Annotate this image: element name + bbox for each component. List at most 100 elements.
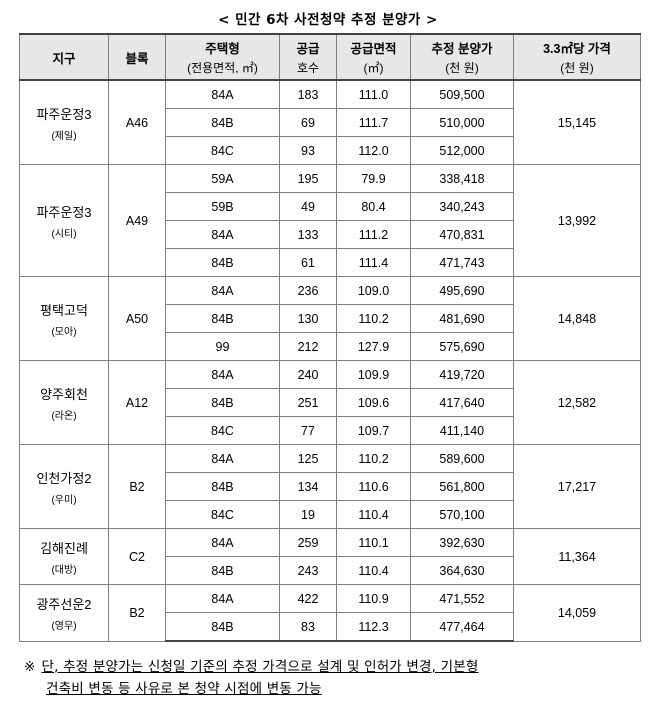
cell-supply-area: 111.4 xyxy=(336,248,411,277)
cell-price-per-pyeong: 15,145 xyxy=(513,79,641,165)
cell-est-price: 340,243 xyxy=(410,192,514,221)
table-row: 84C 93 112.0 512,000 xyxy=(20,136,641,165)
table-row: 양주회천 (라온) A12 84A 240 109.9 419,720 12,582 xyxy=(19,360,641,445)
cell-supply-area: 110.4 xyxy=(336,556,411,585)
cell-block: A49 xyxy=(108,164,166,277)
cell-est-price: 338,418 xyxy=(410,164,514,193)
cell-housing-type: 99 xyxy=(165,332,280,361)
cell-est-price: 509,500 xyxy=(410,79,514,109)
cell-block: B2 xyxy=(108,444,166,529)
cell-est-price: 512,000 xyxy=(410,136,514,165)
cell-housing-type: 84C xyxy=(165,500,280,529)
cell-housing-type: 84B xyxy=(165,108,280,137)
district-brand: (라온) xyxy=(51,410,77,422)
cell-supply-area: 109.7 xyxy=(336,416,411,445)
cell-supply-units: 69 xyxy=(279,108,337,137)
page-title: < 민간 6차 사전청약 추정 분양가 > xyxy=(218,12,438,28)
table-row: 파주운정3 (시티) A49 59A 195 79.9 338,418 13,992 xyxy=(19,164,641,277)
cell-est-price: 575,690 xyxy=(410,332,514,361)
cell-supply-units: 93 xyxy=(279,136,337,165)
district-brand: (제일) xyxy=(51,130,77,142)
cell-est-price: 417,640 xyxy=(410,388,514,417)
cell-housing-type: 84A xyxy=(165,360,280,389)
table-row: 파주운정3 (제일) A46 84A 183 111.0 509,500 15,145 xyxy=(19,79,641,165)
cell-price-per-pyeong: 14,848 xyxy=(513,276,641,361)
district-name: 인천가정2 xyxy=(36,470,92,486)
cell-supply-area: 110.2 xyxy=(336,304,411,333)
cell-supply-area: 127.9 xyxy=(336,332,411,361)
cell-est-price: 561,800 xyxy=(410,472,514,501)
cell-price-per-pyeong: 11,364 xyxy=(513,528,641,585)
cell-housing-type: 84A xyxy=(165,584,280,613)
cell-supply-units: 130 xyxy=(279,304,337,333)
cell-est-price: 411,140 xyxy=(410,416,514,445)
header-district: 지구 xyxy=(19,33,109,81)
cell-block: A46 xyxy=(108,79,166,165)
table-header: 지구 블록 주택형 (전용면적, ㎡) 공급 호수 공급면적 (㎡) 추정 분양가 (천… xyxy=(19,33,641,81)
district-name: 평택고덕 xyxy=(40,302,88,318)
cell-housing-type: 84A xyxy=(165,444,280,473)
cell-housing-type: 84B xyxy=(165,556,280,585)
cell-supply-units: 422 xyxy=(279,584,337,613)
district-brand: (대방) xyxy=(51,564,77,576)
table-row: 84B 69 111.7 510,000 xyxy=(20,108,641,137)
district-brand: (우미) xyxy=(51,494,77,506)
cell-supply-area: 110.6 xyxy=(336,472,411,501)
header-est-price: 추정 분양가 (천 원) xyxy=(410,33,514,81)
cell-est-price: 589,600 xyxy=(410,444,514,473)
cell-est-price: 392,630 xyxy=(410,528,514,557)
cell-housing-type: 84B xyxy=(165,248,280,277)
cell-supply-units: 240 xyxy=(279,360,337,389)
cell-price-per-pyeong: 12,582 xyxy=(513,360,641,445)
footnote: ※ 단, 추정 분양가는 신청일 기준의 추정 가격으로 설계 및 인허가 변경,… xyxy=(24,656,636,700)
cell-district: 평택고덕 (모아) xyxy=(19,276,109,361)
table-row: 84B 251 109.6 417,640 xyxy=(20,388,641,417)
cell-supply-units: 236 xyxy=(279,276,337,305)
cell-supply-units: 83 xyxy=(279,612,337,642)
table-row: 광주선운2 (영무) B2 84A 422 110.9 471,552 14,059 xyxy=(19,584,641,642)
cell-housing-type: 84A xyxy=(165,220,280,249)
cell-district: 파주운정3 (제일) xyxy=(19,79,109,165)
cell-est-price: 495,690 xyxy=(410,276,514,305)
cell-est-price: 471,552 xyxy=(410,584,514,613)
cell-est-price: 419,720 xyxy=(410,360,514,389)
cell-supply-units: 212 xyxy=(279,332,337,361)
cell-supply-area: 109.6 xyxy=(336,388,411,417)
cell-supply-area: 112.0 xyxy=(336,136,411,165)
cell-supply-area: 110.9 xyxy=(336,584,411,613)
cell-district: 김해진례 (대방) xyxy=(19,528,109,585)
cell-est-price: 364,630 xyxy=(410,556,514,585)
district-name: 파주운정3 xyxy=(36,106,92,122)
cell-est-price: 570,100 xyxy=(410,500,514,529)
header-block: 블록 xyxy=(108,33,166,81)
cell-price-per-pyeong: 13,992 xyxy=(513,164,641,277)
cell-est-price: 481,690 xyxy=(410,304,514,333)
district-name: 김해진례 xyxy=(40,540,88,556)
cell-price-per-pyeong: 17,217 xyxy=(513,444,641,529)
district-brand: (모아) xyxy=(51,326,77,338)
header-price-per-pyeong: 3.3㎡당 가격 (천 원) xyxy=(513,33,641,81)
price-table: 지구 블록 주택형 (전용면적, ㎡) 공급 호수 공급면적 (㎡) 추정 분양가 (천… xyxy=(19,33,641,642)
cell-supply-area: 109.0 xyxy=(336,276,411,305)
cell-supply-units: 243 xyxy=(279,556,337,585)
cell-housing-type: 84A xyxy=(165,79,280,109)
district-brand: (영무) xyxy=(51,620,77,632)
cell-est-price: 510,000 xyxy=(410,108,514,137)
cell-housing-type: 84B xyxy=(165,612,280,642)
header-supply-area: 공급면적 (㎡) xyxy=(336,33,411,81)
cell-supply-area: 80.4 xyxy=(336,192,411,221)
cell-housing-type: 59A xyxy=(165,164,280,193)
cell-block: C2 xyxy=(108,528,166,585)
cell-district: 광주선운2 (영무) xyxy=(19,584,109,642)
cell-district: 양주회천 (라온) xyxy=(19,360,109,445)
cell-district: 파주운정3 (시티) xyxy=(19,164,109,277)
table-body: 파주운정3 (제일) A46 84A 183 111.0 509,500 15,145 84B 6… xyxy=(19,79,641,642)
table-row: 84A 133 111.2 470,831 xyxy=(20,220,641,249)
header-housing-type: 주택형 (전용면적, ㎡) xyxy=(165,33,280,81)
table-row: 84B 243 110.4 364,630 xyxy=(20,556,641,585)
cell-housing-type: 84B xyxy=(165,388,280,417)
cell-supply-units: 259 xyxy=(279,528,337,557)
cell-supply-units: 77 xyxy=(279,416,337,445)
table-row: 평택고덕 (모아) A50 84A 236 109.0 495,690 14,848 xyxy=(19,276,641,361)
cell-block: A12 xyxy=(108,360,166,445)
